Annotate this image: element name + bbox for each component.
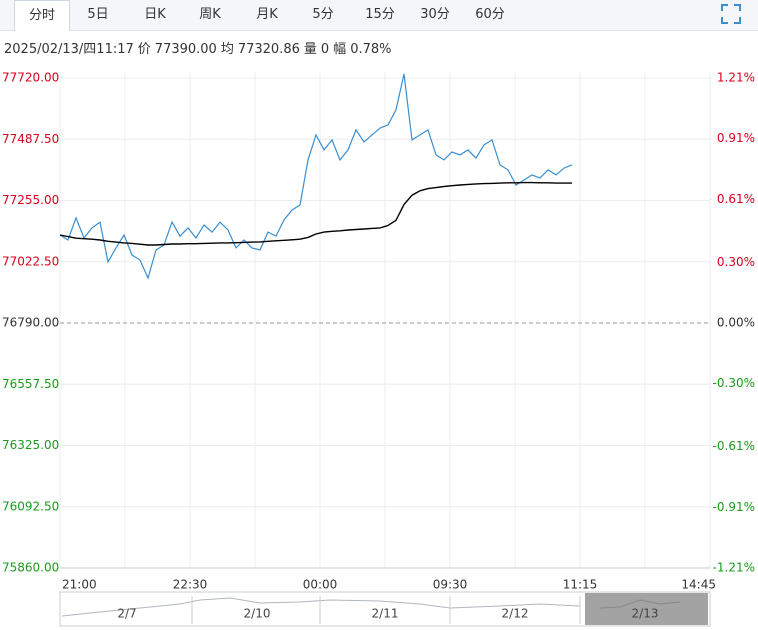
price-line (59, 73, 573, 280)
y-tick-label: 77720.00 (2, 71, 59, 85)
info-value: 77320.86 (237, 42, 300, 57)
tab[interactable]: 15分 (365, 7, 395, 22)
y2-tick-label: -0.30% (713, 376, 755, 390)
y2-tick-label: 0.91% (717, 131, 755, 145)
y-tick-label: 75860.00 (2, 561, 59, 575)
info-value: 0.78% (350, 42, 392, 57)
tab[interactable]: 日K (144, 7, 166, 22)
info-value: 0 (320, 42, 330, 57)
navigator-label: 2/10 (244, 607, 271, 621)
navigator-selected-line (599, 599, 681, 609)
y-tick-label: 77022.50 (2, 254, 59, 268)
y2-tick-label: 0.30% (717, 255, 755, 269)
y-tick-label: 76790.00 (2, 316, 59, 330)
info-label: 均 (220, 42, 234, 57)
info-line: 2025/02/13/四11:17 价 77390.00 均 77320.86 量 0 幅 0.… (4, 38, 396, 57)
y-tick-label: 76557.50 (2, 377, 59, 391)
x-tick-label: 09:30 (433, 578, 468, 592)
x-tick-label: 22:30 (173, 578, 208, 592)
tab[interactable]: 5日 (87, 7, 109, 22)
y-tick-label: 77487.50 (2, 132, 59, 146)
x-tick-label: 21:00 (62, 578, 97, 592)
x-tick-label: 11:15 (563, 578, 598, 592)
y2-tick-label: 1.21% (717, 71, 755, 85)
y-tick-label: 76325.00 (2, 438, 59, 452)
grid (59, 72, 711, 568)
tab[interactable]: 60分 (475, 7, 505, 22)
navigator-line (61, 597, 581, 617)
info-label: 价 (137, 42, 151, 57)
y-tick-label: 77255.00 (2, 193, 59, 207)
navigator-label: 2/7 (117, 607, 136, 621)
tab[interactable]: 周K (199, 7, 221, 22)
y-tick-label: 76092.50 (2, 499, 59, 513)
tab[interactable]: 分时 (14, 0, 70, 31)
y2-tick-label: 0.61% (717, 192, 755, 206)
y2-tick-label: -0.61% (713, 439, 755, 453)
tab[interactable]: 月K (256, 7, 278, 22)
average-line (59, 181, 572, 246)
info-label: 量 (303, 42, 317, 57)
y2-tick-label: -1.21% (713, 561, 755, 575)
navigator-label: 2/13 (632, 607, 659, 621)
tab[interactable]: 30分 (420, 7, 450, 22)
info-label: 幅 (333, 42, 347, 57)
navigator-label: 2/12 (502, 607, 529, 621)
fullscreen-button[interactable] (720, 3, 742, 25)
x-tick-label: 14:45 (681, 578, 716, 592)
y2-tick-label: -0.91% (713, 500, 755, 514)
info-value: 77390.00 (154, 42, 217, 57)
y2-tick-label: 0.00% (717, 316, 755, 330)
tab[interactable]: 5分 (312, 7, 334, 22)
navigator-selection[interactable] (585, 593, 708, 625)
datetime: 2025/02/13/四11:17 (4, 42, 134, 57)
x-tick-label: 00:00 (303, 578, 338, 592)
tab-bar: 分时 5日 日K 周K 月K 5分 15分 30分 60分 (0, 0, 758, 31)
navigator-label: 2/11 (372, 607, 399, 621)
